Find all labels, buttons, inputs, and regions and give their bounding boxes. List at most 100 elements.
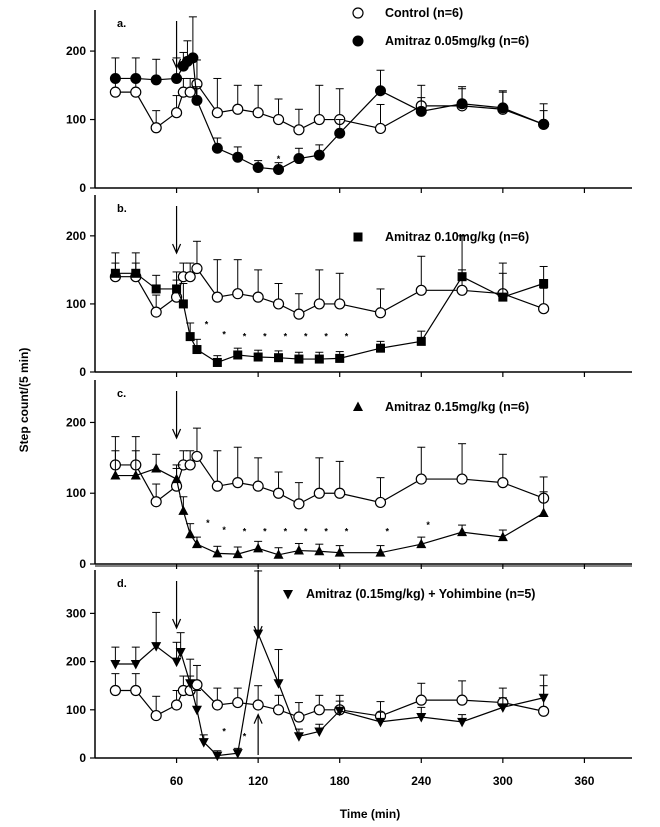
data-point	[211, 480, 223, 492]
data-point	[184, 271, 196, 283]
series-2	[109, 16, 550, 176]
significance-star: *	[284, 526, 288, 536]
data-point	[272, 298, 285, 310]
data-point	[334, 487, 346, 499]
data-point	[539, 279, 549, 288]
y-tick-label: 200	[66, 44, 86, 58]
legend-label: Amitraz 0.10mg/kg (n=6)	[385, 230, 529, 244]
data-point	[232, 103, 244, 115]
series-2	[110, 450, 549, 559]
data-point	[110, 470, 121, 480]
data-point	[272, 113, 285, 126]
data-point	[497, 531, 508, 542]
data-point	[374, 496, 387, 509]
data-point	[109, 86, 121, 98]
arrow-up-head	[253, 713, 263, 724]
data-point	[538, 303, 550, 315]
data-point	[456, 98, 468, 110]
data-point	[274, 353, 284, 363]
y-tick-label: 100	[66, 113, 86, 127]
data-point	[375, 717, 386, 728]
data-point	[130, 470, 141, 480]
panel-letter: b.	[117, 203, 127, 215]
data-point	[374, 307, 387, 319]
data-point	[416, 713, 427, 723]
data-point	[457, 272, 467, 282]
data-point	[150, 496, 162, 508]
data-point	[252, 699, 264, 711]
legend-label: Amitraz 0.15mg/kg (n=6)	[385, 400, 529, 414]
arrow-down-head	[172, 58, 182, 70]
data-point	[538, 507, 549, 518]
significance-star: *	[386, 526, 390, 536]
legend-marker	[353, 401, 363, 411]
series-1	[109, 427, 550, 510]
y-tick-label: 0	[79, 365, 86, 379]
data-point	[150, 74, 162, 86]
significance-star: *	[205, 319, 209, 329]
data-point	[334, 706, 345, 717]
data-point	[538, 693, 549, 704]
data-point	[150, 122, 162, 134]
data-point	[212, 751, 223, 762]
legend-marker	[352, 35, 364, 47]
data-point	[232, 548, 243, 559]
data-point	[252, 480, 264, 492]
data-point	[415, 694, 427, 706]
data-point	[313, 149, 325, 161]
arrow-down-head	[172, 243, 182, 255]
data-point	[198, 738, 209, 748]
data-point	[178, 299, 188, 309]
data-point	[131, 268, 141, 278]
data-point	[187, 52, 199, 64]
data-point	[232, 477, 244, 489]
data-point	[415, 105, 427, 117]
series-2	[110, 570, 549, 762]
data-point	[313, 704, 325, 716]
y-tick-label: 300	[66, 606, 86, 620]
data-point	[130, 86, 142, 98]
data-point	[150, 709, 162, 722]
data-point	[110, 660, 121, 670]
x-tick-label: 60	[170, 774, 184, 788]
data-point	[232, 288, 244, 300]
data-point	[294, 354, 304, 364]
data-point	[252, 161, 264, 173]
significance-star: *	[284, 332, 288, 342]
legend-entry: Amitraz 0.15mg/kg (n=6)	[353, 400, 529, 414]
data-point	[191, 450, 203, 463]
data-point	[314, 727, 325, 737]
x-tick-label: 120	[248, 774, 268, 788]
y-tick-label: 0	[79, 181, 86, 195]
panels: 0 100 200 a. * Control (n=6) Amitraz 0.05mg/kg…	[66, 6, 632, 788]
data-point	[191, 538, 202, 549]
x-tick-label: 240	[411, 774, 431, 788]
arrow-down-head	[172, 428, 182, 440]
data-point	[335, 353, 345, 363]
data-point	[212, 547, 223, 558]
data-point	[150, 306, 162, 318]
data-point	[170, 699, 183, 711]
data-point	[415, 473, 427, 485]
significance-star: *	[243, 731, 247, 741]
legend-marker	[283, 590, 293, 600]
legend-marker	[353, 232, 363, 242]
arrow-down-head	[253, 625, 263, 637]
data-point	[416, 336, 426, 346]
data-point	[184, 459, 196, 471]
data-point	[185, 332, 195, 342]
data-point	[272, 487, 285, 499]
data-point	[415, 284, 427, 296]
data-point	[497, 477, 509, 489]
data-point	[497, 102, 509, 114]
data-point	[293, 545, 304, 555]
data-point	[191, 705, 202, 716]
data-point	[178, 505, 189, 515]
significance-star: *	[304, 332, 308, 342]
data-point	[293, 711, 305, 723]
data-point	[456, 694, 468, 706]
data-point	[130, 660, 141, 670]
y-tick-label: 100	[66, 486, 86, 500]
significance-star: *	[304, 526, 308, 536]
data-point	[456, 473, 468, 485]
